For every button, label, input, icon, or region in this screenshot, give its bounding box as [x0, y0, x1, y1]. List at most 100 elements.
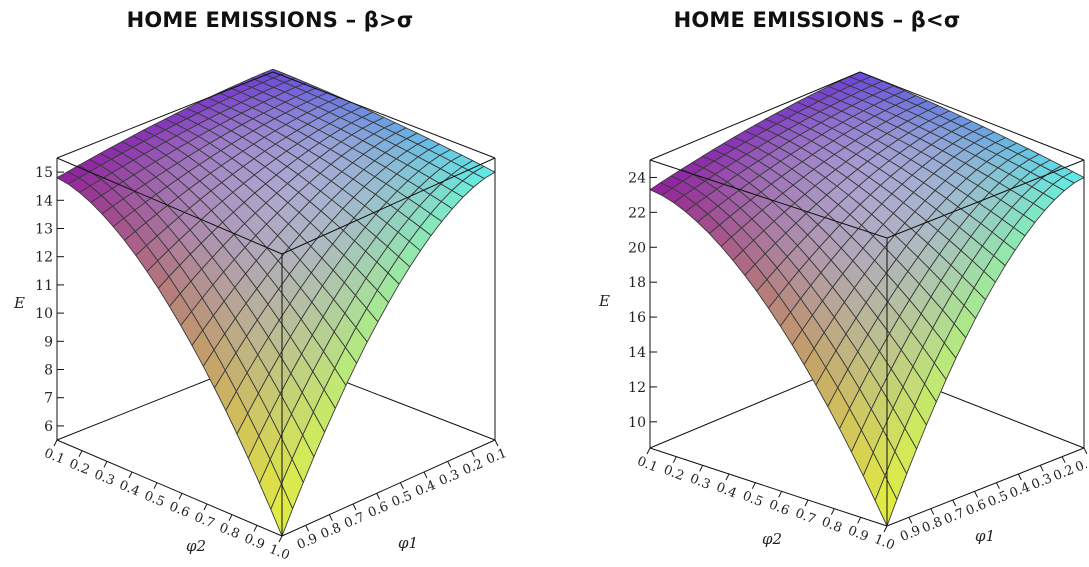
y-tick-label: 0.7	[342, 510, 367, 532]
y-tick	[328, 514, 333, 521]
box-front	[56, 71, 496, 537]
y-tick-label: 0.3	[1030, 471, 1055, 493]
y-axis-label: φ1	[398, 534, 418, 552]
y-tick-label: 0.2	[1051, 463, 1076, 485]
x-tick	[53, 439, 58, 447]
y-tick	[376, 493, 381, 500]
x-tick	[725, 473, 730, 481]
z-tick-label: 18	[628, 275, 646, 291]
y-tick	[470, 450, 475, 457]
box-front	[649, 71, 1085, 527]
z-tick-label: 10	[35, 306, 53, 322]
x-tick-label: 0.1	[42, 446, 67, 468]
x-tick-label: 0.1	[635, 454, 660, 476]
x-tick-label: 0.5	[740, 489, 765, 511]
surface-mesh	[56, 68, 496, 537]
box-edge	[281, 439, 496, 537]
x-tick	[178, 493, 183, 500]
z-tick-label: 9	[44, 334, 53, 350]
y-tick	[974, 491, 979, 498]
y-tick	[1061, 456, 1066, 463]
x-tick-label: 0.6	[767, 497, 792, 519]
y-tick-label: 0.6	[366, 499, 391, 521]
y-axis-label: φ1	[975, 527, 995, 545]
x-tick	[253, 525, 258, 532]
x-tick	[778, 491, 783, 498]
z-axis: 6 7 8 9 10 11 12 13 14 15 E	[13, 165, 64, 435]
z-tick-label: 10	[628, 415, 646, 431]
x-tick-label: 0.4	[117, 478, 142, 500]
z-tick-label: 12	[628, 380, 646, 396]
y-tick-label: 0.9	[898, 523, 923, 545]
x-tick-label: 0.6	[167, 499, 192, 521]
z-axis: 10 12 14 16 18 20 22 24 E	[598, 170, 657, 431]
box-edge	[272, 71, 496, 159]
y-tick-label: 0.8	[920, 515, 945, 537]
x-axis-label: φ2	[186, 537, 206, 555]
x-tick	[228, 514, 233, 521]
x-axis: 0.1 0.2 0.3 0.4 0.5 0.6 0.7 0.8 0.9 1.0 φ2	[635, 447, 897, 554]
z-tick-label: 8	[44, 363, 53, 379]
box-edge	[649, 447, 888, 527]
x-tick-label: 1.0	[872, 532, 897, 554]
x-tick	[751, 482, 756, 489]
y-tick	[908, 517, 913, 524]
chart-panel-right: HOME EMISSIONS – β<σ 10 12 14 16 18 20 22 24 E 0.…	[547, 0, 1087, 567]
y-tick-label: 0.3	[437, 467, 462, 489]
z-tick-label: 15	[35, 165, 53, 181]
z-tick-label: 14	[35, 193, 53, 209]
chart-title: HOME EMISSIONS – β>σ	[126, 8, 414, 32]
x-tick-label: 0.7	[793, 506, 818, 528]
y-tick	[952, 499, 957, 507]
x-axis: 0.1 0.2 0.3 0.4 0.5 0.6 0.7 0.8 0.9 1.0 φ2	[42, 439, 292, 564]
y-tick	[447, 461, 452, 468]
x-tick	[128, 471, 133, 479]
x-tick-label: 0.3	[688, 471, 713, 493]
y-tick	[930, 508, 935, 515]
z-axis-label: E	[598, 292, 610, 310]
z-tick-label: 6	[44, 419, 53, 435]
x-tick	[699, 465, 704, 472]
box-edge	[886, 159, 1085, 239]
chart-title: HOME EMISSIONS – β<σ	[673, 8, 961, 32]
x-tick-label: 1.0	[267, 542, 292, 564]
x-tick-label: 0.3	[92, 467, 117, 489]
y-tick-label: 0.6	[964, 497, 989, 519]
y-tick	[1083, 447, 1087, 455]
y-tick	[423, 471, 428, 479]
x-tick-label: 0.2	[67, 457, 92, 479]
x-tick-label: 0.9	[242, 531, 267, 553]
x-tick	[646, 447, 651, 455]
y-tick	[399, 482, 404, 489]
z-tick-label: 13	[35, 222, 53, 238]
z-axis-label: E	[13, 294, 25, 312]
box-edge	[281, 157, 496, 255]
y-tick-label: 0.4	[413, 478, 438, 500]
x-tick	[857, 517, 862, 524]
x-tick-label: 0.5	[142, 489, 167, 511]
y-tick	[352, 503, 357, 511]
y-tick	[995, 482, 1000, 489]
z-tick-label: 16	[628, 310, 646, 326]
z-tick-label: 11	[35, 278, 53, 294]
y-axis: 0.10.20.30.40.50.60.70.80.9 φ1	[295, 439, 509, 553]
x-tick	[153, 482, 158, 489]
box-edge	[859, 71, 1085, 161]
z-tick-label: 12	[35, 250, 53, 266]
y-tick-label: 0.5	[390, 489, 415, 511]
box-edge	[56, 71, 274, 159]
x-tick	[78, 450, 83, 457]
z-tick-label: 14	[628, 345, 646, 361]
y-tick	[494, 439, 499, 447]
y-tick	[1039, 465, 1044, 472]
box-edge	[886, 447, 1085, 527]
x-tick	[830, 508, 835, 515]
x-tick-label: 0.2	[661, 463, 686, 485]
z-tick-label: 22	[628, 205, 646, 221]
y-tick-label: 0.9	[295, 531, 320, 553]
y-tick-label: 0.1	[484, 446, 509, 468]
box-edge	[56, 439, 283, 537]
y-tick-label: 0.8	[319, 521, 344, 543]
